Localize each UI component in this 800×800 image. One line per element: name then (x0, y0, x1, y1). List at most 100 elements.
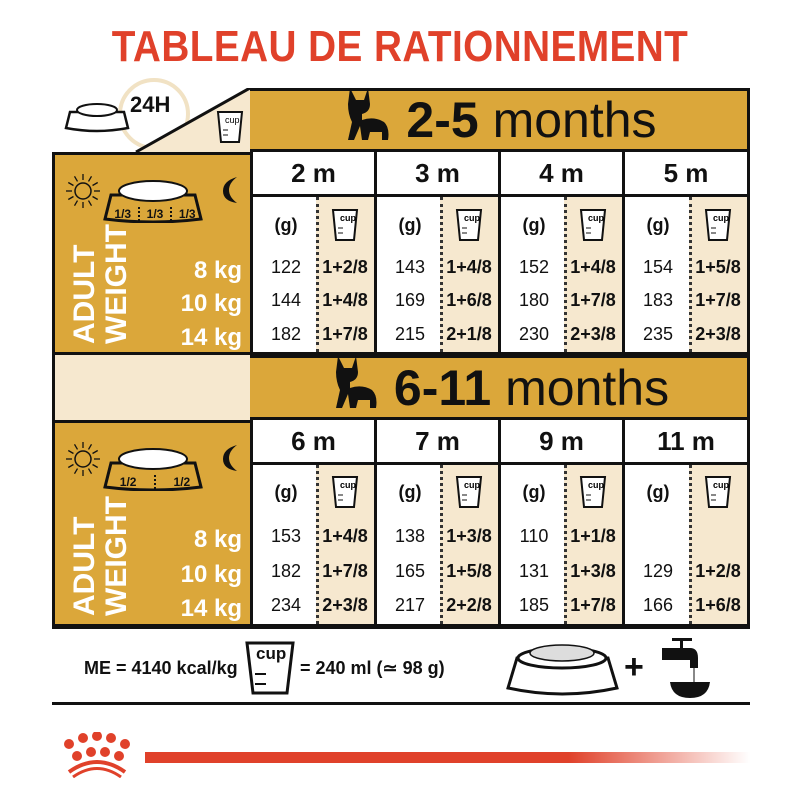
cups-value: 1+4/8 (322, 290, 368, 310)
grams-value: 182 (270, 561, 302, 581)
cups-value: 2+3/8 (695, 324, 741, 344)
grams-value: 138 (394, 526, 426, 546)
grams-value: 234 (270, 595, 302, 615)
water-tap-icon (662, 638, 710, 698)
cup-icon: cup (316, 208, 374, 247)
weight-value: 10 kg (180, 290, 242, 317)
cups-value: 1+4/8 (446, 257, 492, 277)
divider (52, 702, 750, 705)
age-header: 6 m (253, 420, 374, 465)
feeding-info-panel: 1/2 1/2 ADULT WEIGHT 8 kg 10 kg 14 kg (52, 420, 250, 627)
grams-header: (g) (274, 215, 298, 235)
cups-value: 1+1/8 (570, 526, 616, 546)
age-range-value: 2-5 (406, 92, 479, 148)
cups-value: 1+3/8 (446, 526, 492, 546)
age-header: 5 m (625, 152, 747, 197)
grams-value: 217 (394, 595, 426, 615)
svg-text:cup: cup (588, 480, 605, 490)
24h-label: 24H (130, 92, 171, 117)
weight-value: 14 kg (180, 595, 242, 622)
weight-value: 10 kg (180, 561, 242, 588)
age-range-banner: 2-5 months (250, 88, 750, 152)
brand-bar (145, 752, 750, 763)
portion-label: 1/3 (178, 207, 196, 221)
divider (52, 626, 750, 629)
grams-value: 152 (518, 257, 550, 277)
cups-value: 1+3/8 (570, 561, 616, 581)
moon-icon (223, 445, 237, 471)
age-range-unit: months (505, 359, 670, 416)
top-left-header: 24H cup (52, 78, 250, 152)
grams-header: (g) (398, 482, 422, 502)
age-range: 2-5 months (406, 91, 656, 149)
grams-value: 122 (270, 257, 302, 277)
cup-icon: cup (564, 208, 622, 247)
cups-value: 1+7/8 (570, 290, 616, 310)
plus-sign: + (624, 648, 644, 686)
age-header: 3 m (377, 152, 498, 197)
cup-icon: cup (689, 475, 747, 514)
svg-text:cup: cup (340, 213, 357, 223)
svg-text:cup: cup (225, 115, 240, 125)
grams-value: 166 (642, 595, 674, 615)
svg-text:cup: cup (713, 480, 730, 490)
grams-value: 230 (518, 324, 550, 344)
cup-icon: cup (440, 475, 498, 514)
cup-label: cup (256, 644, 287, 663)
age-column: 4 m (g) cup 152 180 230 1+4/8 1+7/8 2+3/8 (498, 152, 622, 355)
portion-label: 1/3 (114, 207, 132, 221)
weight-label: WEIGHT (100, 496, 133, 616)
cup-icon: cup (689, 208, 747, 247)
age-header: 2 m (253, 152, 374, 197)
moon-icon (223, 177, 237, 203)
cups-value: 1+2/8 (322, 257, 368, 277)
age-column: 7 m (g) cup 138 165 217 1+3/8 1+5/8 2+2/8 (374, 420, 498, 627)
age-header: 4 m (501, 152, 622, 197)
svg-text:cup: cup (340, 480, 357, 490)
sun-icon (66, 174, 100, 208)
cups-value: 1+5/8 (446, 561, 492, 581)
grams-value: 129 (642, 561, 674, 581)
cups-value: 1+6/8 (446, 290, 492, 310)
royal-canin-crown-logo (64, 732, 130, 778)
grams-value: 235 (642, 324, 674, 344)
age-column: 5 m (g) cup 154 183 235 1+5/8 1+7/8 2+3/8 (622, 152, 750, 355)
age-range-value: 6-11 (393, 359, 492, 416)
weight-value: 8 kg (193, 257, 242, 284)
cup-icon: cup (316, 475, 374, 514)
age-column: 3 m (g) cup 143 169 215 1+4/8 1+6/8 2+1/8 (374, 152, 498, 355)
energy-label: ME = 4140 kcal/kg (84, 658, 238, 678)
grams-value: 183 (642, 290, 674, 310)
cup-equivalence: = 240 ml (≃ 98 g) (300, 658, 445, 678)
french-bulldog-icon (340, 86, 392, 154)
grams-header: (g) (522, 482, 546, 502)
age-column: 2 m (g) cup 122 144 182 1+2/8 1+4/8 1+7/8 (250, 152, 374, 355)
grams-value: 165 (394, 561, 426, 581)
food-bowl-icon (103, 180, 203, 223)
grams-value: 185 (518, 595, 550, 615)
grams-header: (g) (522, 215, 546, 235)
cups-value: 2+3/8 (570, 324, 616, 344)
grams-value: 215 (394, 324, 426, 344)
svg-text:cup: cup (464, 480, 481, 490)
portion-label: 1/2 (119, 475, 137, 489)
feeding-info-panel: 1/3 1/3 1/3 ADULT WEIGHT 8 kg 10 kg 14 kg (52, 152, 250, 355)
cups-value: 1+7/8 (322, 324, 368, 344)
food-bowl-icon (506, 644, 619, 696)
grams-value: 182 (270, 324, 302, 344)
age-column: 6 m (g) cup 153 182 234 1+4/8 1+7/8 2+3/8 (250, 420, 374, 627)
portion-split: 1/2 1/2 (111, 475, 199, 489)
grams-value: 153 (270, 526, 302, 546)
age-column: 9 m (g) cup 110 131 185 1+1/8 1+3/8 1+7/8 (498, 420, 622, 627)
grams-header: (g) (646, 215, 670, 235)
section-spacer (52, 355, 250, 420)
food-bowl-icon (103, 448, 203, 491)
page-title: TABLEAU DE RATIONNEMENT (111, 22, 689, 71)
grams-value: 131 (518, 561, 550, 581)
adult-weight-label: ADULT WEIGHT (68, 224, 133, 344)
age-header: 9 m (501, 420, 622, 465)
age-range-banner: 6-11 months (250, 355, 750, 420)
cups-value: 1+7/8 (695, 290, 741, 310)
cups-value: 2+3/8 (322, 595, 368, 615)
svg-text:cup: cup (713, 213, 730, 223)
